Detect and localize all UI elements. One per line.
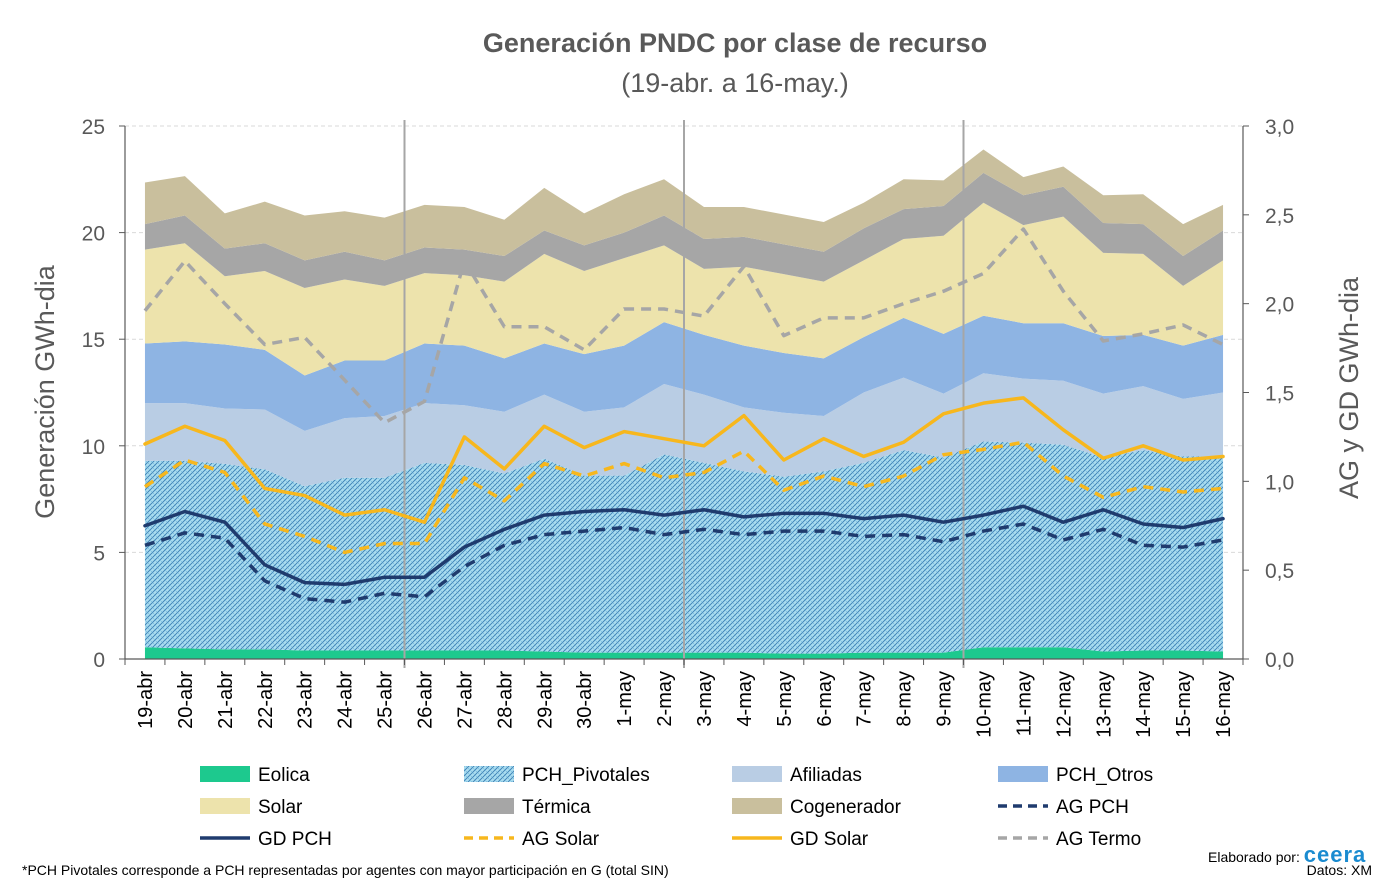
y2-tick-label: 0,0 [1265,649,1294,672]
legend-label: AG Solar [522,829,600,850]
legend-item-cogenerador: Cogenerador [732,797,902,818]
credit: Elaborado por: ceera [1208,842,1366,868]
x-tick-label: 10-may [973,671,995,738]
credit-prefix: Elaborado por: [1208,849,1300,865]
y2-tick-label: 1,5 [1265,383,1294,406]
legend-item-ag-pch: AG PCH [998,797,1129,818]
y-tick-label: 20 [82,223,105,246]
chart-subtitle: (19-abr. a 16-may.) [621,68,849,98]
legend-label: AG PCH [1056,797,1129,818]
legend-label: Afiliadas [790,765,862,786]
x-tick-label: 24-abr [335,671,357,729]
x-tick-label: 4-may [734,671,756,727]
y2-tick-label: 2,5 [1265,205,1294,228]
legend-item-solar: Solar [200,797,303,818]
y2-axis-title: AG y GD GWh-dia [1334,276,1364,499]
legend-item-ag-solar: AG Solar [464,829,600,850]
x-tick-label: 2-may [654,671,676,727]
legend-swatch [998,766,1048,782]
line-gd-pch [143,504,1225,587]
x-tick-label: 3-may [694,671,716,727]
legend-swatch [732,766,782,782]
axes: 0 5 10 15 20 25 0,0 0,5 1,0 1,5 2,0 2,5 3,0 19-abr 20-… [82,116,1295,738]
x-tick-label: 9-may [934,671,956,727]
legend-swatch [464,766,514,782]
y-tick-label: 25 [82,116,105,139]
legend-label: GD Solar [790,829,869,850]
x-tick-label: 29-abr [534,671,556,729]
y2-tick-label: 1,0 [1265,471,1294,494]
legend-swatch [464,798,514,814]
legend-item-ag-termo: AG Termo [998,829,1141,850]
legend: Eolica PCH_Pivotales Afiliadas PCH_Otros Sol… [200,765,1153,850]
legend-item-eolica: Eolica [200,765,310,786]
line-series [143,227,1225,604]
y-tick-label: 5 [93,542,105,565]
legend-label: GD PCH [258,829,332,850]
x-tick-label: 20-abr [175,671,197,729]
x-tick-label: 26-abr [414,671,436,729]
x-tick-label: 11-may [1013,671,1035,736]
credit-brand-logo: ceera [1303,842,1367,867]
data-source: Datos: XM [1306,862,1372,878]
y-axis-title: Generación GWh-dia [30,264,60,519]
x-tick-label: 23-abr [295,671,317,729]
x-tick-label: 14-may [1133,671,1155,738]
x-tick-label: 16-may [1213,671,1235,738]
legend-label: AG Termo [1056,829,1141,850]
legend-label: Cogenerador [790,797,902,818]
x-tick-label: 27-abr [454,671,476,729]
line-gd-solar [143,396,1225,524]
footnote: *PCH Pivotales corresponde a PCH represe… [22,862,669,878]
legend-item-afiliadas: Afiliadas [732,765,862,786]
line-ag-pch [144,522,1224,604]
y2-tick-label: 2,0 [1265,294,1294,317]
legend-item-pch-otros: PCH_Otros [998,765,1153,786]
legend-item-gd-solar: GD Solar [732,829,869,850]
legend-item-pch-pivotales: PCH_Pivotales [464,765,650,786]
x-tick-label: 13-may [1093,671,1115,738]
y-tick-label: 15 [82,329,105,352]
legend-item-térmica: Térmica [464,797,591,818]
x-tick-label: 6-may [814,671,836,727]
legend-label: Térmica [522,797,591,818]
line-ag-solar [143,440,1224,555]
legend-label: PCH_Otros [1056,765,1153,786]
x-tick-label: 30-abr [574,671,596,729]
y2-tick-label: 0,5 [1265,560,1294,583]
x-tick-label: 21-abr [215,671,237,729]
x-tick-label: 12-may [1053,671,1075,738]
y-tick-label: 0 [93,649,105,672]
legend-label: Eolica [258,765,310,786]
legend-swatch [732,798,782,814]
x-tick-label: 7-may [854,671,876,727]
x-tick-label: 5-may [774,671,796,727]
line-ag-termo [143,227,1224,425]
chart-title: Generación PNDC por clase de recurso [483,28,987,58]
x-tick-label: 15-may [1173,671,1195,738]
x-tick-label: 28-abr [494,671,516,729]
x-tick-label: 19-abr [135,671,157,729]
x-tick-label: 1-may [614,671,636,727]
y2-tick-label: 3,0 [1265,116,1294,139]
x-tick-label: 22-abr [255,671,277,729]
x-tick-label: 25-abr [375,671,397,729]
x-tick-label: 8-may [894,671,916,727]
legend-swatch [200,766,250,782]
legend-item-gd-pch: GD PCH [200,829,332,850]
y-tick-label: 10 [82,436,105,459]
legend-label: PCH_Pivotales [522,765,650,786]
legend-label: Solar [258,797,303,818]
legend-swatch [200,798,250,814]
